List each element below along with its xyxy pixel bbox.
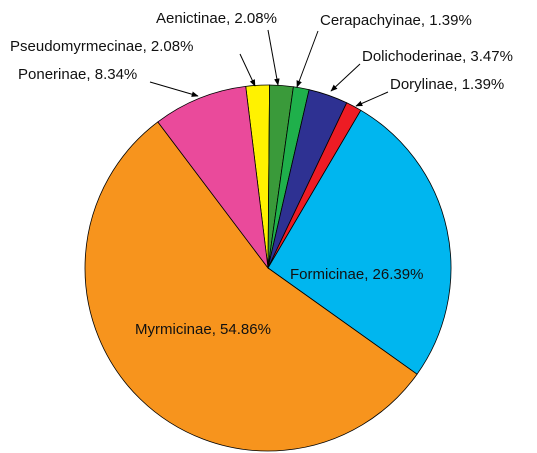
- slice: [267, 109, 452, 375]
- category-name: Formicinae: [290, 266, 364, 283]
- slice-label: Ponerinae, 8.34%: [18, 66, 137, 83]
- slice-label: Formicinae, 26.39%: [290, 266, 423, 283]
- leader-line: [267, 29, 280, 86]
- value-label: 1.39%: [429, 12, 472, 29]
- separator: ,: [462, 48, 470, 65]
- labels: Pseudomyrmecinae, 2.08%Aenictinae, 2.08%…: [10, 10, 513, 338]
- category-name: Myrmicinae: [135, 321, 212, 338]
- slice-label: Pseudomyrmecinae, 2.08%: [10, 38, 193, 55]
- leader-line: [355, 91, 389, 107]
- category-name: Cerapachyinae: [320, 12, 421, 29]
- category-name: Dorylinae: [390, 76, 453, 93]
- separator: ,: [453, 76, 461, 93]
- separator: ,: [421, 12, 429, 29]
- category-name: Dolichoderinae: [362, 48, 462, 65]
- slice-label: Aenictinae, 2.08%: [156, 10, 277, 27]
- value-label: 26.39%: [373, 266, 424, 283]
- slice-label: Cerapachyinae, 1.39%: [320, 12, 472, 29]
- value-label: 1.39%: [462, 76, 505, 93]
- value-label: 3.47%: [470, 48, 513, 65]
- category-name: Aenictinae: [156, 10, 226, 27]
- slice-label: Myrmicinae, 54.86%: [135, 321, 271, 338]
- slice: [84, 121, 418, 452]
- leader-line: [296, 30, 319, 88]
- value-label: 8.34%: [95, 66, 138, 83]
- separator: ,: [226, 10, 234, 27]
- value-label: 2.08%: [234, 10, 277, 27]
- separator: ,: [364, 266, 372, 283]
- slice-label: Dorylinae, 1.39%: [390, 76, 504, 93]
- category-name: Pseudomyrmecinae: [10, 38, 143, 55]
- pie: [84, 84, 452, 452]
- slice: [157, 85, 269, 270]
- slice-label: Dolichoderinae, 3.47%: [362, 48, 513, 65]
- separator: ,: [143, 38, 151, 55]
- value-label: 2.08%: [151, 38, 194, 55]
- value-label: 54.86%: [220, 321, 271, 338]
- separator: ,: [212, 321, 220, 338]
- leader-line: [239, 53, 256, 87]
- leader-line: [149, 81, 199, 97]
- leader-line: [330, 63, 361, 92]
- separator: ,: [86, 66, 94, 83]
- category-name: Ponerinae: [18, 66, 86, 83]
